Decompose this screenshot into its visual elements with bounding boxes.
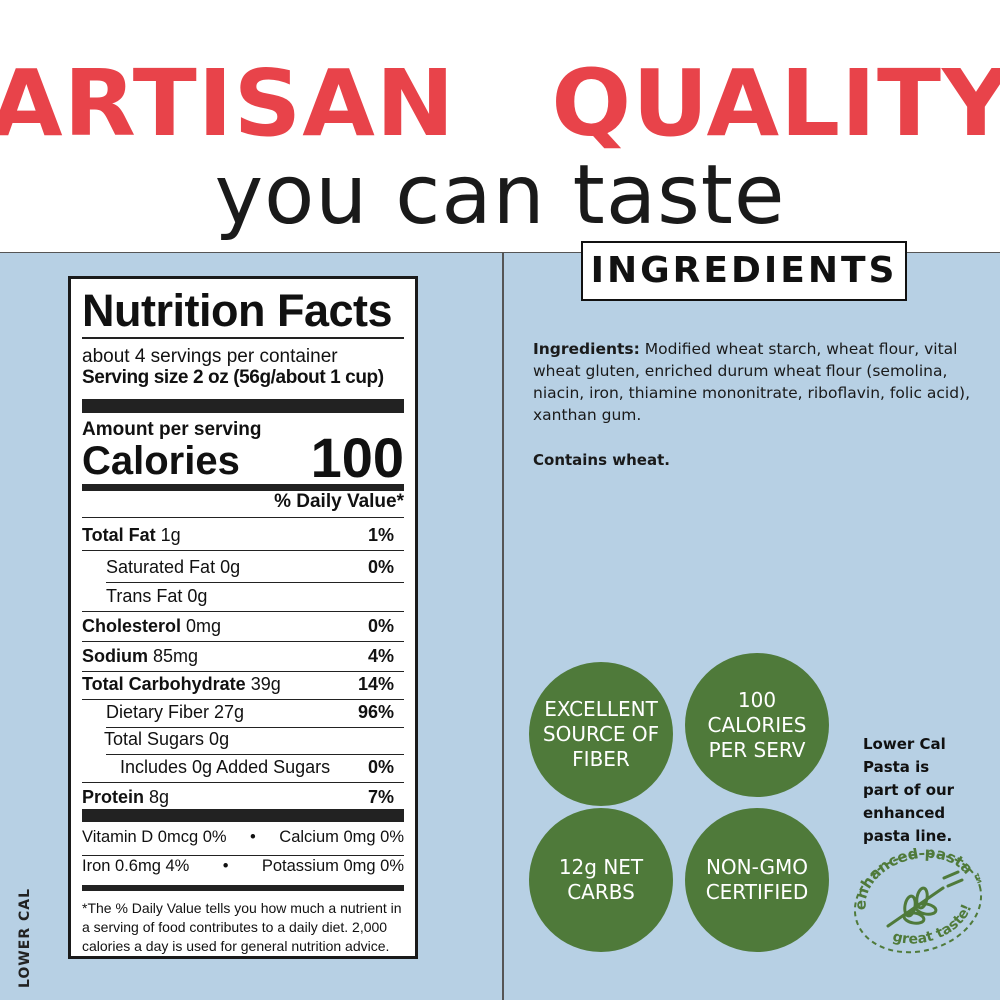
footnote: *The % Daily Value tells you how much a … (82, 900, 402, 954)
side-note: Lower Cal Pasta is part of our enhanced … (863, 735, 955, 845)
vitamin-right: Potassium 0mg 0% (261, 857, 404, 875)
nutrient-row: Includes 0g Added Sugars 0% (82, 754, 404, 778)
nutrition-facts-label: Nutrition Facts about 4 servings per con… (68, 276, 418, 959)
nutrient-amount: 8g (144, 787, 170, 807)
nutrient-dv: 0% (367, 757, 394, 777)
divider (502, 253, 504, 1000)
nutrient-row: Cholesterol 0mg 0% (82, 613, 404, 637)
nutrient-name: Includes 0g Added Sugars (120, 757, 331, 777)
nutrient-name: Protein (82, 787, 145, 807)
ingredients-text: Ingredients: Modified wheat starch, whea… (533, 338, 973, 426)
allergen-statement: Contains wheat. (533, 451, 670, 469)
subheadline: you can taste (214, 148, 786, 243)
nutrient-name: Trans Fat 0g (106, 586, 208, 606)
nutrient-name: Total Fat (82, 525, 156, 545)
nutrient-name: Saturated Fat 0g (106, 557, 241, 577)
nf-title: Nutrition Facts (82, 285, 393, 336)
vitamin-left: Iron 0.6mg 4% (82, 857, 190, 875)
serving-size: Serving size 2 oz (56g/about 1 cup) (82, 367, 384, 388)
vitamin-left: Vitamin D 0mcg 0% (82, 828, 227, 846)
daily-value-header: % Daily Value* (274, 491, 404, 512)
header-band (0, 0, 1000, 253)
side-label: LOWER CAL (17, 888, 33, 989)
nutrient-row: Saturated Fat 0g 0% (82, 554, 404, 578)
vitamin-row: Iron 0.6mg 4% • Potassium 0mg 0% (82, 857, 404, 875)
nutrient-name: Sodium (82, 646, 148, 666)
headline: ARTISAN QUALITY (0, 50, 1000, 157)
badge-non-gmo: NON-GMO CERTIFIED (685, 808, 829, 952)
vitamin-row: Vitamin D 0mcg 0% • Calcium 0mg 0% (82, 828, 404, 846)
nutrient-dv: 4% (367, 646, 394, 666)
calories-value: 100 (310, 426, 404, 489)
nutrient-dv: 7% (367, 787, 394, 807)
nutrient-amount: 0mg (181, 616, 222, 636)
logo-top-text: enhanced pasta™ (852, 848, 986, 910)
ingredients-list: Modified wheat starch, wheat flour, vita… (533, 340, 971, 424)
nutrient-name: Total Sugars 0g (104, 729, 230, 749)
nutrient-row: Total Sugars 0g (82, 726, 404, 750)
ingredients-label: Ingredients: (533, 340, 640, 358)
nutrient-name: Total Carbohydrate (82, 674, 246, 694)
nutrient-name: Dietary Fiber 27g (106, 702, 245, 722)
wheat-icon (886, 870, 964, 928)
nutrient-amount: 39g (245, 674, 281, 694)
nutrient-dv: 0% (367, 557, 394, 577)
nutrient-dv: 96% (357, 702, 394, 722)
badge-fiber: EXCELLENT SOURCE OF FIBER (529, 662, 673, 806)
enhanced-pasta-logo: enhanced pasta™ great taste! (852, 848, 986, 954)
nutrient-row: Trans Fat 0g (82, 583, 404, 607)
badge-net-carbs: 12g NET CARBS (529, 808, 673, 952)
servings: about 4 servings per container (82, 346, 338, 367)
nutrient-row: Total Carbohydrate 39g 14% (82, 671, 404, 695)
nutrient-row: Protein 8g 7% (82, 784, 404, 808)
nutrient-row: Dietary Fiber 27g 96% (82, 699, 404, 723)
nutrient-row: Total Fat 1g 1% (82, 522, 404, 546)
badge-calories: 100 CALORIES PER SERV (685, 653, 829, 797)
nutrient-amount: 85mg (148, 646, 199, 666)
nutrient-amount: 1g (155, 525, 181, 545)
nutrient-row: Sodium 85mg 4% (82, 643, 404, 667)
vitamin-right: Calcium 0mg 0% (279, 828, 404, 846)
amount-per-serving: Amount per serving (82, 419, 262, 440)
svg-text:enhanced pasta™: enhanced pasta™ (852, 848, 986, 910)
nutrient-name: Cholesterol (82, 616, 182, 636)
nutrient-dv: 1% (367, 525, 394, 545)
nutrient-dv: 0% (367, 616, 394, 636)
ingredients-heading: INGREDIENTS (581, 241, 907, 301)
calories-label: Calories (82, 439, 240, 483)
nutrient-dv: 14% (357, 674, 394, 694)
